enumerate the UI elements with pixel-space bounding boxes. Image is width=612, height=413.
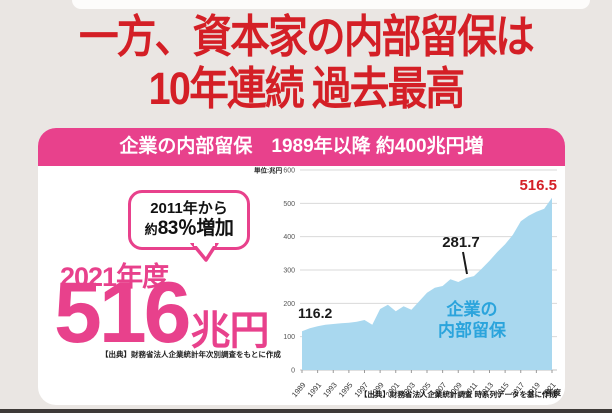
svg-text:400: 400 [283,234,295,241]
svg-text:年度: 年度 [546,387,561,397]
headline-line-1: 一方、資本家の内部留保は [78,11,535,62]
svg-text:600: 600 [283,168,295,175]
source-note-right: 【出典】財務省法人企業統計調査 時系列データを基に作成 [359,390,557,399]
bubble-approx-text: 約 [144,222,158,238]
svg-text:200: 200 [283,301,295,308]
svg-text:企業の: 企業の [446,299,498,319]
svg-text:1991: 1991 [306,381,324,400]
bubble-line-1: 2011年から [150,200,228,218]
svg-text:0: 0 [291,368,295,375]
big-value: 516 兆円 [54,265,270,361]
svg-text:500: 500 [283,201,295,208]
card-header-title: 企業の内部留保 1989年以降 約400兆円増 [38,128,565,166]
svg-text:1993: 1993 [321,381,339,400]
fiscal-year-label: 2021年度 [60,262,169,292]
svg-text:100: 100 [283,334,295,341]
svg-text:300: 300 [283,268,295,275]
bottom-border-strip [0,409,612,413]
source-note-left: 【出典】財務省法人企業統計年次別調査をもとに作成 [101,350,281,359]
infographic-card: 企業の内部留保 1989年以降 約400兆円増 2011年から 約83％増加 2… [38,128,565,405]
svg-text:516.5: 516.5 [519,177,557,194]
speech-bubble-tail [190,243,219,262]
headline-line-2: 10年連続 過去最高 [148,63,465,115]
speech-bubble: 2011年から 約83％増加 [128,190,250,262]
svg-text:1989: 1989 [290,381,308,400]
big-value-number: 516 [54,265,191,361]
chart-area: 0 100 200 300 400 500 600 単位:兆円 1989 1991 1993 1995… [250,158,565,405]
bubble-emphasis-text: 83％増加 [157,218,234,240]
top-card-bottom-edge [72,0,590,9]
svg-text:単位:兆円: 単位:兆円 [254,166,283,175]
svg-text:1995: 1995 [337,381,355,400]
svg-text:内部留保: 内部留保 [438,320,507,340]
svg-text:116.2: 116.2 [298,305,332,321]
big-value-unit: 兆円 [190,308,270,353]
bubble-line-2: 約83％増加 [145,218,234,240]
headline: 一方、資本家の内部留保は 10年連続 過去最高 [37,11,576,115]
svg-text:281.7: 281.7 [442,234,480,251]
